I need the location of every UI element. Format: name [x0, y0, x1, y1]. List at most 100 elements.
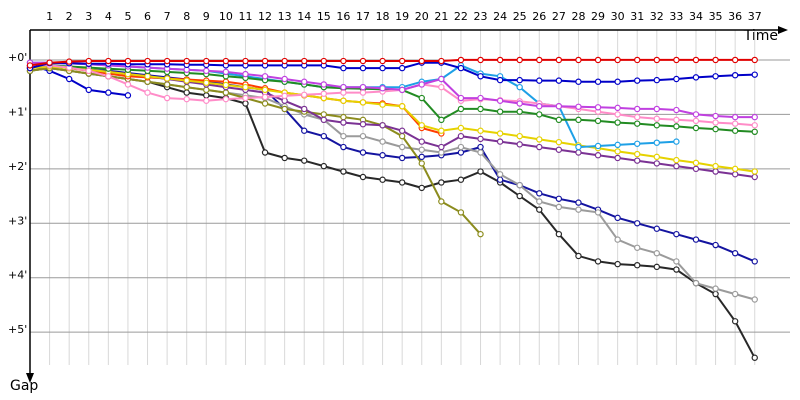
- data-point: [144, 73, 151, 80]
- data-point: [751, 354, 758, 361]
- x-tick-label: 25: [513, 10, 527, 23]
- data-point: [457, 149, 465, 156]
- data-point: [144, 89, 151, 96]
- data-point: [320, 116, 328, 124]
- data-point: [536, 103, 543, 110]
- data-point: [712, 119, 719, 126]
- x-tick-label: 33: [669, 10, 683, 23]
- data-point: [124, 92, 132, 99]
- data-point: [614, 111, 621, 118]
- data-point: [594, 209, 602, 216]
- series-line: [29, 67, 756, 359]
- data-point: [751, 56, 758, 64]
- data-point: [575, 149, 582, 156]
- data-point: [614, 78, 621, 85]
- data-point: [496, 97, 504, 104]
- data-point: [203, 67, 210, 75]
- data-point: [418, 184, 425, 192]
- data-point: [692, 159, 700, 167]
- data-point: [634, 157, 641, 164]
- data-point: [261, 73, 269, 80]
- data-point: [653, 76, 661, 84]
- data-point: [477, 149, 484, 156]
- data-point: [496, 76, 504, 84]
- data-point: [340, 119, 347, 126]
- x-tick-label: 8: [183, 10, 190, 23]
- data-point: [477, 73, 484, 80]
- x-tick-label: 26: [532, 10, 546, 23]
- data-point: [731, 171, 739, 178]
- data-point: [731, 165, 739, 173]
- data-point: [634, 77, 641, 84]
- x-tick-label: 21: [434, 10, 448, 23]
- data-point: [183, 77, 190, 84]
- data-point: [65, 75, 73, 83]
- data-point: [203, 97, 210, 104]
- data-point: [359, 57, 367, 65]
- x-tick-label: 20: [415, 10, 429, 23]
- data-point: [496, 130, 504, 137]
- data-point: [438, 83, 445, 91]
- x-tick-label: 4: [105, 10, 112, 23]
- series-line: [29, 67, 755, 301]
- data-point: [712, 56, 719, 64]
- data-point: [163, 81, 171, 88]
- data-point: [751, 71, 758, 78]
- series-line: [30, 61, 755, 119]
- x-tick-label: 30: [611, 10, 625, 23]
- data-point: [124, 57, 132, 65]
- data-point: [692, 111, 700, 118]
- x-tick-label: 34: [689, 10, 703, 23]
- data-point: [555, 56, 563, 64]
- data-point: [614, 141, 621, 149]
- data-point: [438, 57, 445, 65]
- data-point: [301, 157, 308, 164]
- data-point: [634, 244, 641, 251]
- data-point: [575, 252, 582, 260]
- data-point: [731, 250, 739, 257]
- data-point: [516, 56, 523, 64]
- data-point: [634, 56, 641, 64]
- data-point: [124, 81, 132, 88]
- data-point: [731, 120, 739, 127]
- data-point: [320, 81, 328, 88]
- data-point: [477, 230, 484, 238]
- data-point: [673, 56, 680, 64]
- data-point: [751, 168, 758, 175]
- grid: [30, 30, 790, 365]
- data-point: [340, 113, 347, 121]
- data-point: [418, 81, 425, 88]
- data-point: [673, 258, 680, 265]
- data-point: [457, 105, 465, 113]
- data-point: [222, 89, 230, 96]
- x-tick-label: 19: [395, 10, 409, 23]
- data-point: [477, 143, 484, 151]
- x-tick-label: 23: [474, 10, 488, 23]
- data-point: [516, 141, 523, 148]
- data-point: [673, 162, 680, 170]
- data-point: [496, 171, 504, 178]
- data-point: [418, 138, 425, 145]
- data-point: [242, 57, 249, 65]
- data-point: [496, 108, 504, 115]
- data-point: [398, 86, 406, 94]
- data-point: [457, 94, 465, 102]
- data-point: [536, 136, 543, 143]
- data-point: [673, 116, 680, 124]
- data-point: [438, 179, 445, 186]
- data-point: [222, 68, 230, 76]
- x-tick-label: 1: [46, 10, 53, 23]
- data-point: [281, 57, 288, 65]
- data-point: [359, 99, 367, 106]
- data-point: [634, 220, 641, 227]
- x-tick-label: 9: [203, 10, 210, 23]
- data-point: [516, 181, 523, 189]
- data-point: [242, 100, 249, 107]
- data-point: [418, 160, 425, 167]
- data-point: [301, 91, 308, 98]
- x-tick-label: 6: [144, 10, 151, 23]
- data-point: [673, 123, 680, 130]
- x-tick-label: 7: [164, 10, 171, 23]
- data-point: [398, 143, 406, 151]
